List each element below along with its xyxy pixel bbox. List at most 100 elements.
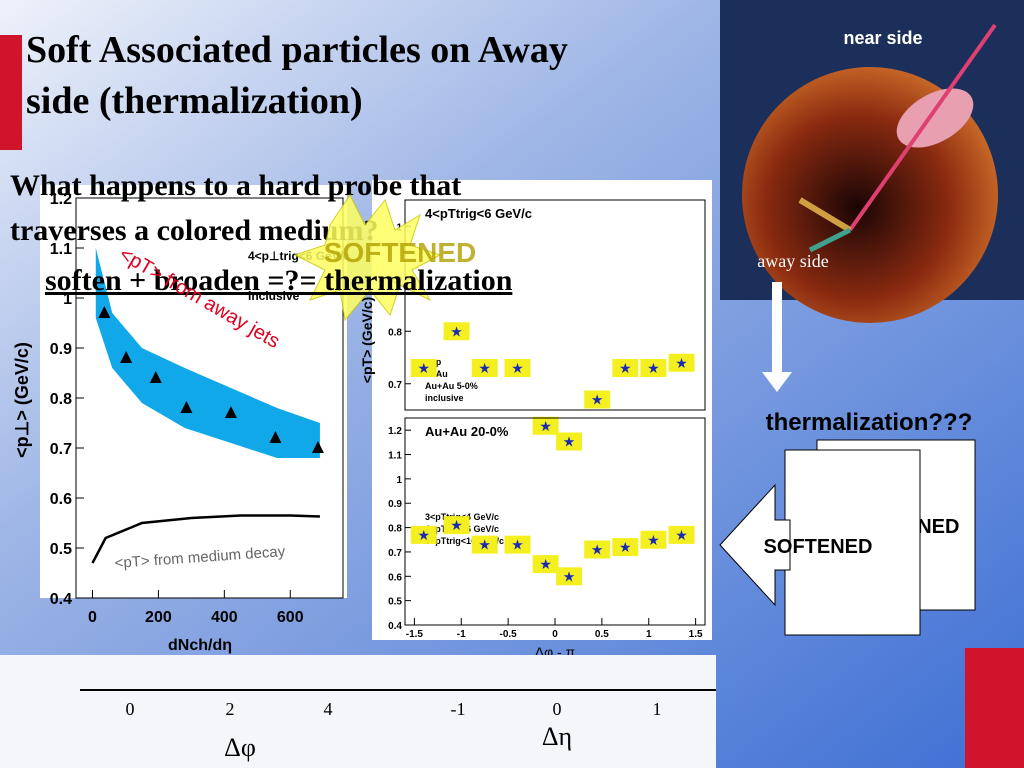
x-tick-label: 0 [88,609,97,626]
left-arrow [719,483,791,607]
x-tick-label: 1.5 [689,629,703,640]
away-shower [798,197,852,233]
star-point: ★ [450,325,463,340]
red-bar [0,35,22,150]
sys-box [471,359,498,377]
sys-box [584,540,611,559]
x-axis-label: dNch/dη [168,637,232,654]
y-tick-label: 0.9 [388,499,402,510]
star-point: ★ [539,420,552,435]
sys-box [471,535,498,554]
x-tick-label: -1.5 [406,629,424,640]
y-tick-label: 0.5 [50,541,72,558]
medium-decay-line [91,514,320,564]
y-tick-label: 0.9 [50,341,72,358]
sys-box [640,359,667,377]
band [95,248,320,458]
star-point: ★ [675,529,688,544]
x-tick-label: -1 [457,629,466,640]
data-point [269,431,282,443]
y-tick-label: 0.8 [388,327,402,338]
data-point [224,406,237,418]
sys-box [410,359,437,377]
x-tick-label: 200 [145,609,172,626]
sys-box [640,530,667,549]
data-point [120,351,133,363]
thermalization-label: thermalization??? [766,409,973,436]
sys-box [584,390,611,409]
card-front-text: SOFTENED [764,536,873,558]
star-point: ★ [478,362,491,377]
y-tick-label: 0.8 [50,391,72,408]
question: What happens to a hard probe that traver… [10,169,469,247]
strip-axis-label: Δη [542,722,572,751]
y-tick-label: 1 [396,475,402,486]
y-tick-label: 1.1 [50,241,72,258]
burst-label: SOFTENED [324,237,476,268]
star-point: ★ [591,394,604,409]
y-tick-label: 1.1 [388,451,402,462]
sys-box [504,359,531,377]
data-point [311,441,324,453]
sys-box [556,567,583,586]
star-point: ★ [563,436,576,451]
y-tick-label: 0.4 [50,591,72,608]
strip-tick-label: 1 [653,699,662,719]
star-point: ★ [675,357,688,372]
down-arrow [762,282,792,392]
jet-arrow [848,23,997,232]
legend-entry: inclusive [248,289,300,303]
sys-box [504,535,531,554]
sys-box [443,516,470,535]
away-shower [808,227,852,253]
star-point: ★ [591,544,604,559]
x-tick-label: 0.5 [595,629,609,640]
y-tick-label: 0.7 [50,441,72,458]
legend-entry: inclusive [425,393,464,403]
card-front [784,449,921,636]
star-point: ★ [417,529,430,544]
near-region [896,88,974,148]
y-tick-label: 0.7 [388,380,402,391]
sys-box [532,416,559,435]
data-point [149,371,162,383]
y-tick-label: 1 [63,291,72,308]
star-point: ★ [450,519,463,534]
star-point: ★ [417,362,430,377]
y-axis-label: <p⊥> (GeV/c) [12,342,32,458]
star-point: ★ [647,362,660,377]
sys-box [443,322,470,341]
sys-box [612,359,639,377]
star-point: ★ [619,541,632,556]
x-tick-label: -0.5 [500,629,518,640]
y-tick-label: 0.6 [50,491,72,508]
sys-box [668,525,695,544]
y-tick-label: 0.7 [388,548,402,559]
star-point: ★ [511,362,524,377]
y-tick-label: 0.8 [388,524,402,535]
x-tick-label: 600 [277,609,304,626]
data-point [180,401,193,413]
strip-tick-label: 0 [126,699,135,719]
x-tick-label: 1 [646,629,652,640]
subline: soften + broaden =?= thermalization [45,264,513,297]
panel-frame [404,199,706,411]
strip-tick-label: 4 [324,699,333,719]
legend-entry: Au+Au 5-0% [425,381,478,391]
star-point: ★ [563,570,576,585]
y-axis-label: <pT> (GeV/c) [359,297,375,383]
sys-box [410,525,437,544]
strip-tick-label: 2 [226,699,235,719]
y-tick-label: 0.5 [388,597,402,608]
sys-box [556,432,583,451]
star-point: ★ [478,539,491,554]
panel-header: Au+Au 20-0% [425,424,509,439]
star-point: ★ [647,534,660,549]
panel-header: 4<pTtrig<6 GeV/c [425,206,532,221]
sys-box [532,555,559,574]
star-point: ★ [511,539,524,554]
x-tick-label: 400 [211,609,238,626]
y-tick-label: 0.6 [388,572,402,583]
sys-box [612,538,639,557]
